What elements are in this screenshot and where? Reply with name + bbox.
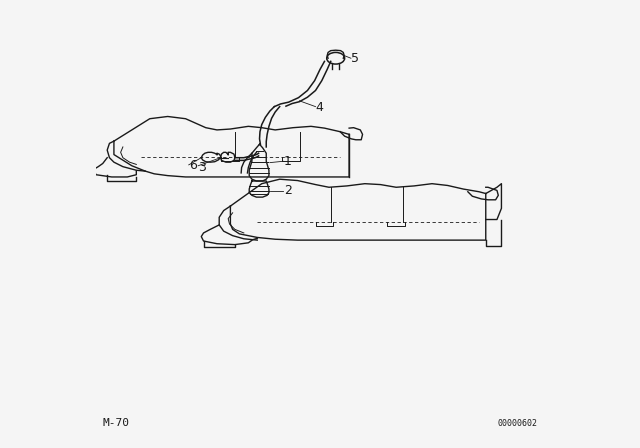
Text: 4: 4: [316, 101, 323, 114]
Text: 2: 2: [284, 184, 292, 198]
Text: 3: 3: [198, 161, 206, 174]
Text: 1: 1: [284, 155, 292, 168]
Text: 6: 6: [189, 159, 196, 172]
Text: 5: 5: [351, 52, 360, 65]
Text: M-70: M-70: [103, 418, 130, 428]
Text: 00000602: 00000602: [497, 419, 538, 428]
